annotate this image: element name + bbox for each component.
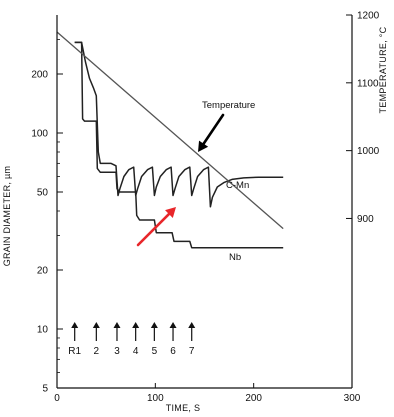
pass-label: 2 [94,346,100,357]
black-arrow-head [198,140,209,152]
pass-label: 6 [170,346,176,357]
x-tick-label: 200 [245,393,262,404]
series-line-c-mn [74,41,284,208]
x-axis-title: TIME, S [166,403,201,413]
x-tick-label: 300 [344,393,361,404]
y-tick-label: 50 [37,188,49,199]
label-nb: Nb [229,252,241,263]
y2-tick-label: 900 [357,214,374,225]
axis-ticks: 0 100 200 300 5 10 20 50 100 200 900 1000 1100 1200 [31,11,379,405]
y-tick-label: 20 [37,265,49,276]
arrows-layer [136,113,225,247]
x-tick-label: 100 [147,393,164,404]
label-c-mn: C-Mn [226,180,249,191]
pass-arrow-head [113,322,121,328]
y-tick-label: 200 [31,70,48,81]
series-layer [56,31,284,249]
pass-arrow-head [169,322,177,328]
pass-arrow-head [132,322,140,328]
y2-tick-label: 1200 [357,11,380,22]
red-arrow-head [165,207,176,218]
pass-arrow-head [71,322,79,328]
pass-label: 7 [189,346,195,357]
y-tick-label: 5 [42,384,48,395]
y-tick-label: 10 [37,324,49,335]
plot-frame [56,15,353,389]
pass-markers: R1 2 3 4 5 6 7 [68,322,196,357]
pass-arrow-head [92,322,100,328]
pass-label: R1 [68,346,81,357]
pass-arrow-head [150,322,158,328]
pass-label: 5 [152,346,158,357]
label-temperature: Temperature [202,100,255,111]
y-axis-title: GRAIN DIAMETER, µm [2,166,12,267]
pass-label: 4 [133,346,139,357]
red-arrow-shaft [136,212,171,247]
annotations-layer: Temperature C-Mn Nb [202,100,255,263]
y2-axis-title: TEMPERATURE, °C [378,26,388,113]
x-tick-label: 0 [54,393,60,404]
y-tick-label: 100 [31,129,48,140]
series-line-temperature [56,31,284,230]
pass-arrow-head [188,322,196,328]
black-arrow-shaft [202,113,225,146]
y2-tick-label: 1000 [357,146,380,157]
series-line-nb [74,41,284,249]
pass-label: 3 [114,346,120,357]
y2-tick-label: 1100 [357,78,379,89]
